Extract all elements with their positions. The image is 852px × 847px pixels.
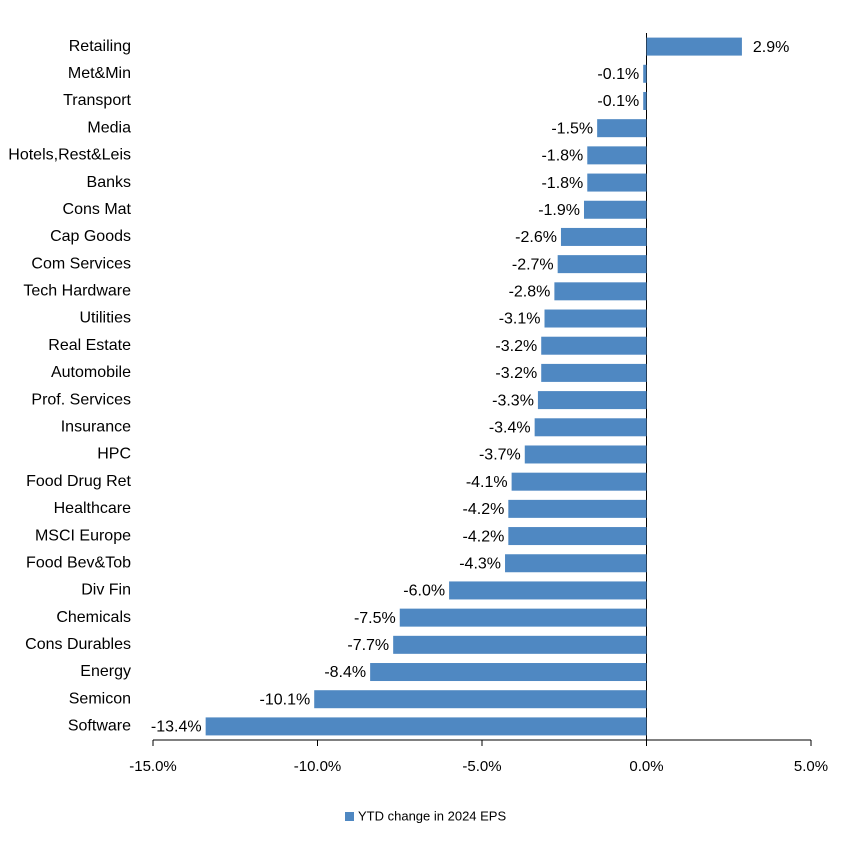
value-label: -1.5% bbox=[551, 120, 593, 137]
bar bbox=[554, 282, 647, 301]
y-tick-label: Insurance bbox=[61, 419, 131, 436]
bar bbox=[643, 91, 647, 110]
value-label: -4.3% bbox=[459, 555, 501, 572]
bar bbox=[399, 608, 647, 627]
legend-swatch bbox=[345, 812, 354, 821]
value-label: -3.3% bbox=[492, 392, 534, 409]
bar bbox=[646, 37, 742, 56]
bar bbox=[505, 554, 647, 573]
y-tick-label: HPC bbox=[97, 446, 131, 463]
value-label: -4.1% bbox=[466, 474, 508, 491]
value-label: -0.1% bbox=[597, 93, 639, 110]
y-tick-label: Div Fin bbox=[81, 582, 131, 599]
y-tick-label: Chemicals bbox=[56, 609, 131, 626]
y-tick-label: Utilities bbox=[79, 310, 131, 327]
value-label: -0.1% bbox=[597, 66, 639, 83]
value-label: -1.9% bbox=[538, 202, 580, 219]
value-label: -3.7% bbox=[479, 447, 521, 464]
y-tick-label: Retailing bbox=[69, 38, 131, 55]
bar bbox=[557, 255, 647, 274]
bar bbox=[587, 173, 647, 192]
value-label: -13.4% bbox=[151, 719, 202, 736]
bar bbox=[511, 472, 647, 491]
value-label: -7.5% bbox=[354, 610, 396, 627]
y-tick-label: Software bbox=[68, 718, 131, 735]
bar bbox=[560, 227, 647, 246]
bar bbox=[541, 336, 647, 355]
y-tick-label: Healthcare bbox=[54, 500, 131, 517]
value-label: -3.2% bbox=[495, 338, 537, 355]
y-tick-label: Media bbox=[87, 119, 131, 136]
y-tick-label: Energy bbox=[80, 663, 131, 680]
y-tick-label: Semicon bbox=[69, 690, 131, 707]
value-label: -8.4% bbox=[324, 664, 366, 681]
value-label: -3.4% bbox=[489, 420, 531, 437]
y-tick-label: Banks bbox=[87, 174, 131, 191]
y-tick-label: Food Bev&Tob bbox=[26, 554, 131, 571]
x-tick-label: -10.0% bbox=[294, 758, 342, 775]
y-tick-label: Com Services bbox=[31, 255, 131, 272]
value-label: -1.8% bbox=[541, 175, 583, 192]
bar bbox=[541, 363, 647, 382]
bar bbox=[544, 309, 647, 328]
value-label: -2.6% bbox=[515, 229, 557, 246]
value-label: -4.2% bbox=[463, 501, 505, 518]
bar bbox=[537, 391, 647, 410]
value-label: -2.8% bbox=[509, 284, 551, 301]
bar bbox=[393, 635, 647, 654]
value-label: -4.2% bbox=[463, 528, 505, 545]
value-label: -7.7% bbox=[347, 637, 389, 654]
x-tick-label: -5.0% bbox=[462, 758, 501, 775]
bar bbox=[314, 690, 647, 709]
bar bbox=[643, 64, 647, 83]
y-tick-label: Met&Min bbox=[68, 65, 131, 82]
bar bbox=[370, 663, 647, 682]
bar bbox=[524, 445, 647, 464]
y-tick-label: Hotels,Rest&Leis bbox=[8, 147, 131, 164]
x-tick-label: 5.0% bbox=[794, 758, 828, 775]
bar bbox=[205, 717, 647, 736]
value-label: 2.9% bbox=[753, 39, 789, 56]
y-tick-label: MSCI Europe bbox=[35, 527, 131, 544]
value-label: -3.2% bbox=[495, 365, 537, 382]
y-tick-label: Cap Goods bbox=[50, 228, 131, 245]
y-tick-label: Transport bbox=[63, 92, 131, 109]
value-label: -10.1% bbox=[260, 691, 311, 708]
value-label: -1.8% bbox=[541, 148, 583, 165]
x-tick-label: -15.0% bbox=[129, 758, 177, 775]
y-tick-label: Cons Durables bbox=[25, 636, 131, 653]
value-label: -2.7% bbox=[512, 256, 554, 273]
bar bbox=[508, 499, 647, 518]
x-tick-label: 0.0% bbox=[629, 758, 663, 775]
bar bbox=[587, 146, 647, 165]
y-tick-label: Real Estate bbox=[48, 337, 131, 354]
bar bbox=[534, 418, 647, 437]
bar bbox=[597, 119, 647, 138]
bar bbox=[508, 527, 647, 546]
value-label: -6.0% bbox=[403, 583, 445, 600]
y-tick-label: Food Drug Ret bbox=[26, 473, 131, 490]
legend-label: YTD change in 2024 EPS bbox=[358, 808, 506, 823]
value-label: -3.1% bbox=[499, 311, 541, 328]
y-tick-label: Tech Hardware bbox=[23, 283, 131, 300]
y-tick-label: Prof. Services bbox=[31, 391, 131, 408]
bar bbox=[583, 200, 647, 219]
y-tick-label: Automobile bbox=[51, 364, 131, 381]
bar bbox=[449, 581, 647, 600]
y-tick-label: Cons Mat bbox=[63, 201, 132, 218]
